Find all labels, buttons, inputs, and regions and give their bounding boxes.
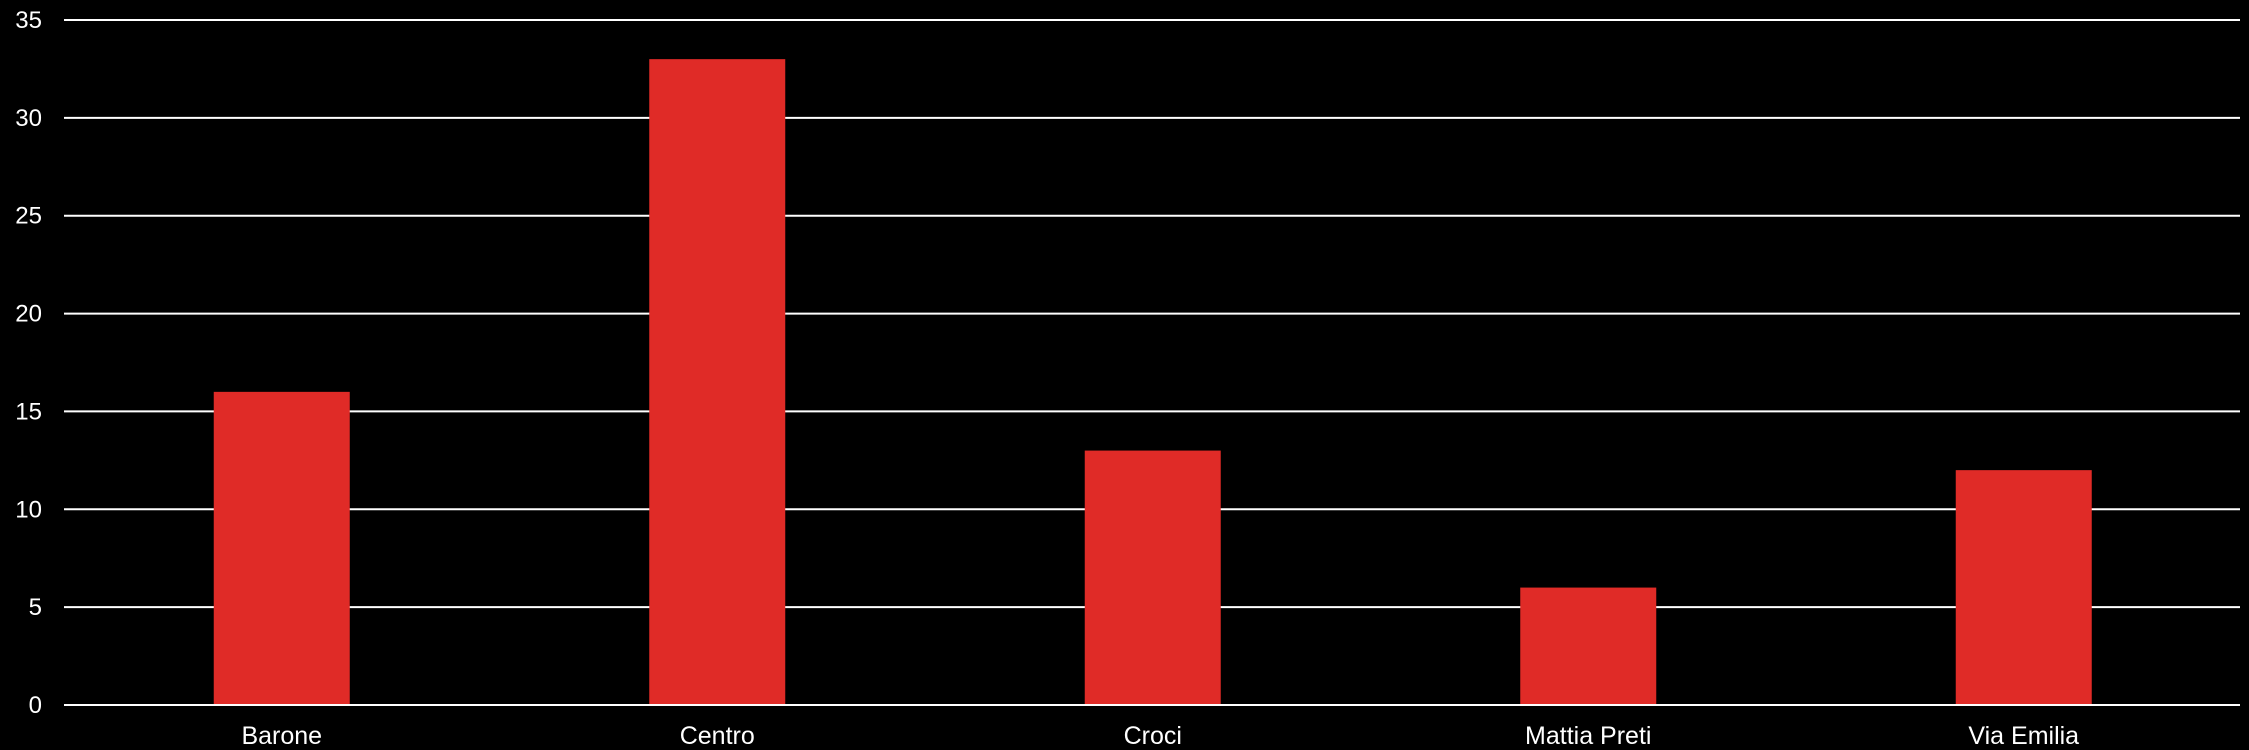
x-tick-label: Mattia Preti — [1525, 722, 1651, 750]
y-tick-label: 20 — [15, 301, 42, 328]
x-tick-label: Barone — [241, 722, 322, 750]
bar-barone — [213, 391, 350, 705]
bars — [64, 59, 2240, 706]
y-tick-label: 0 — [29, 692, 42, 719]
y-tick-label: 25 — [15, 203, 42, 230]
bar-croci — [1084, 450, 1221, 705]
bar-centro — [649, 59, 786, 705]
x-tick-label: Croci — [1124, 722, 1182, 750]
bar-mattia-preti — [1520, 587, 1657, 705]
y-axis-ticks: 0 5 10 15 20 25 30 35 — [15, 7, 42, 719]
y-tick-label: 35 — [15, 7, 42, 34]
y-tick-label: 15 — [15, 398, 42, 425]
x-tick-label: Via Emilia — [1968, 722, 2079, 750]
y-tick-label: 5 — [29, 594, 42, 621]
y-tick-label: 30 — [15, 105, 42, 132]
bar-via-emilia — [1955, 470, 2092, 705]
x-tick-label: Centro — [680, 722, 755, 750]
y-tick-label: 10 — [15, 496, 42, 523]
x-axis-ticks: Barone Centro Croci Mattia Preti Via Emilia — [241, 722, 2079, 750]
